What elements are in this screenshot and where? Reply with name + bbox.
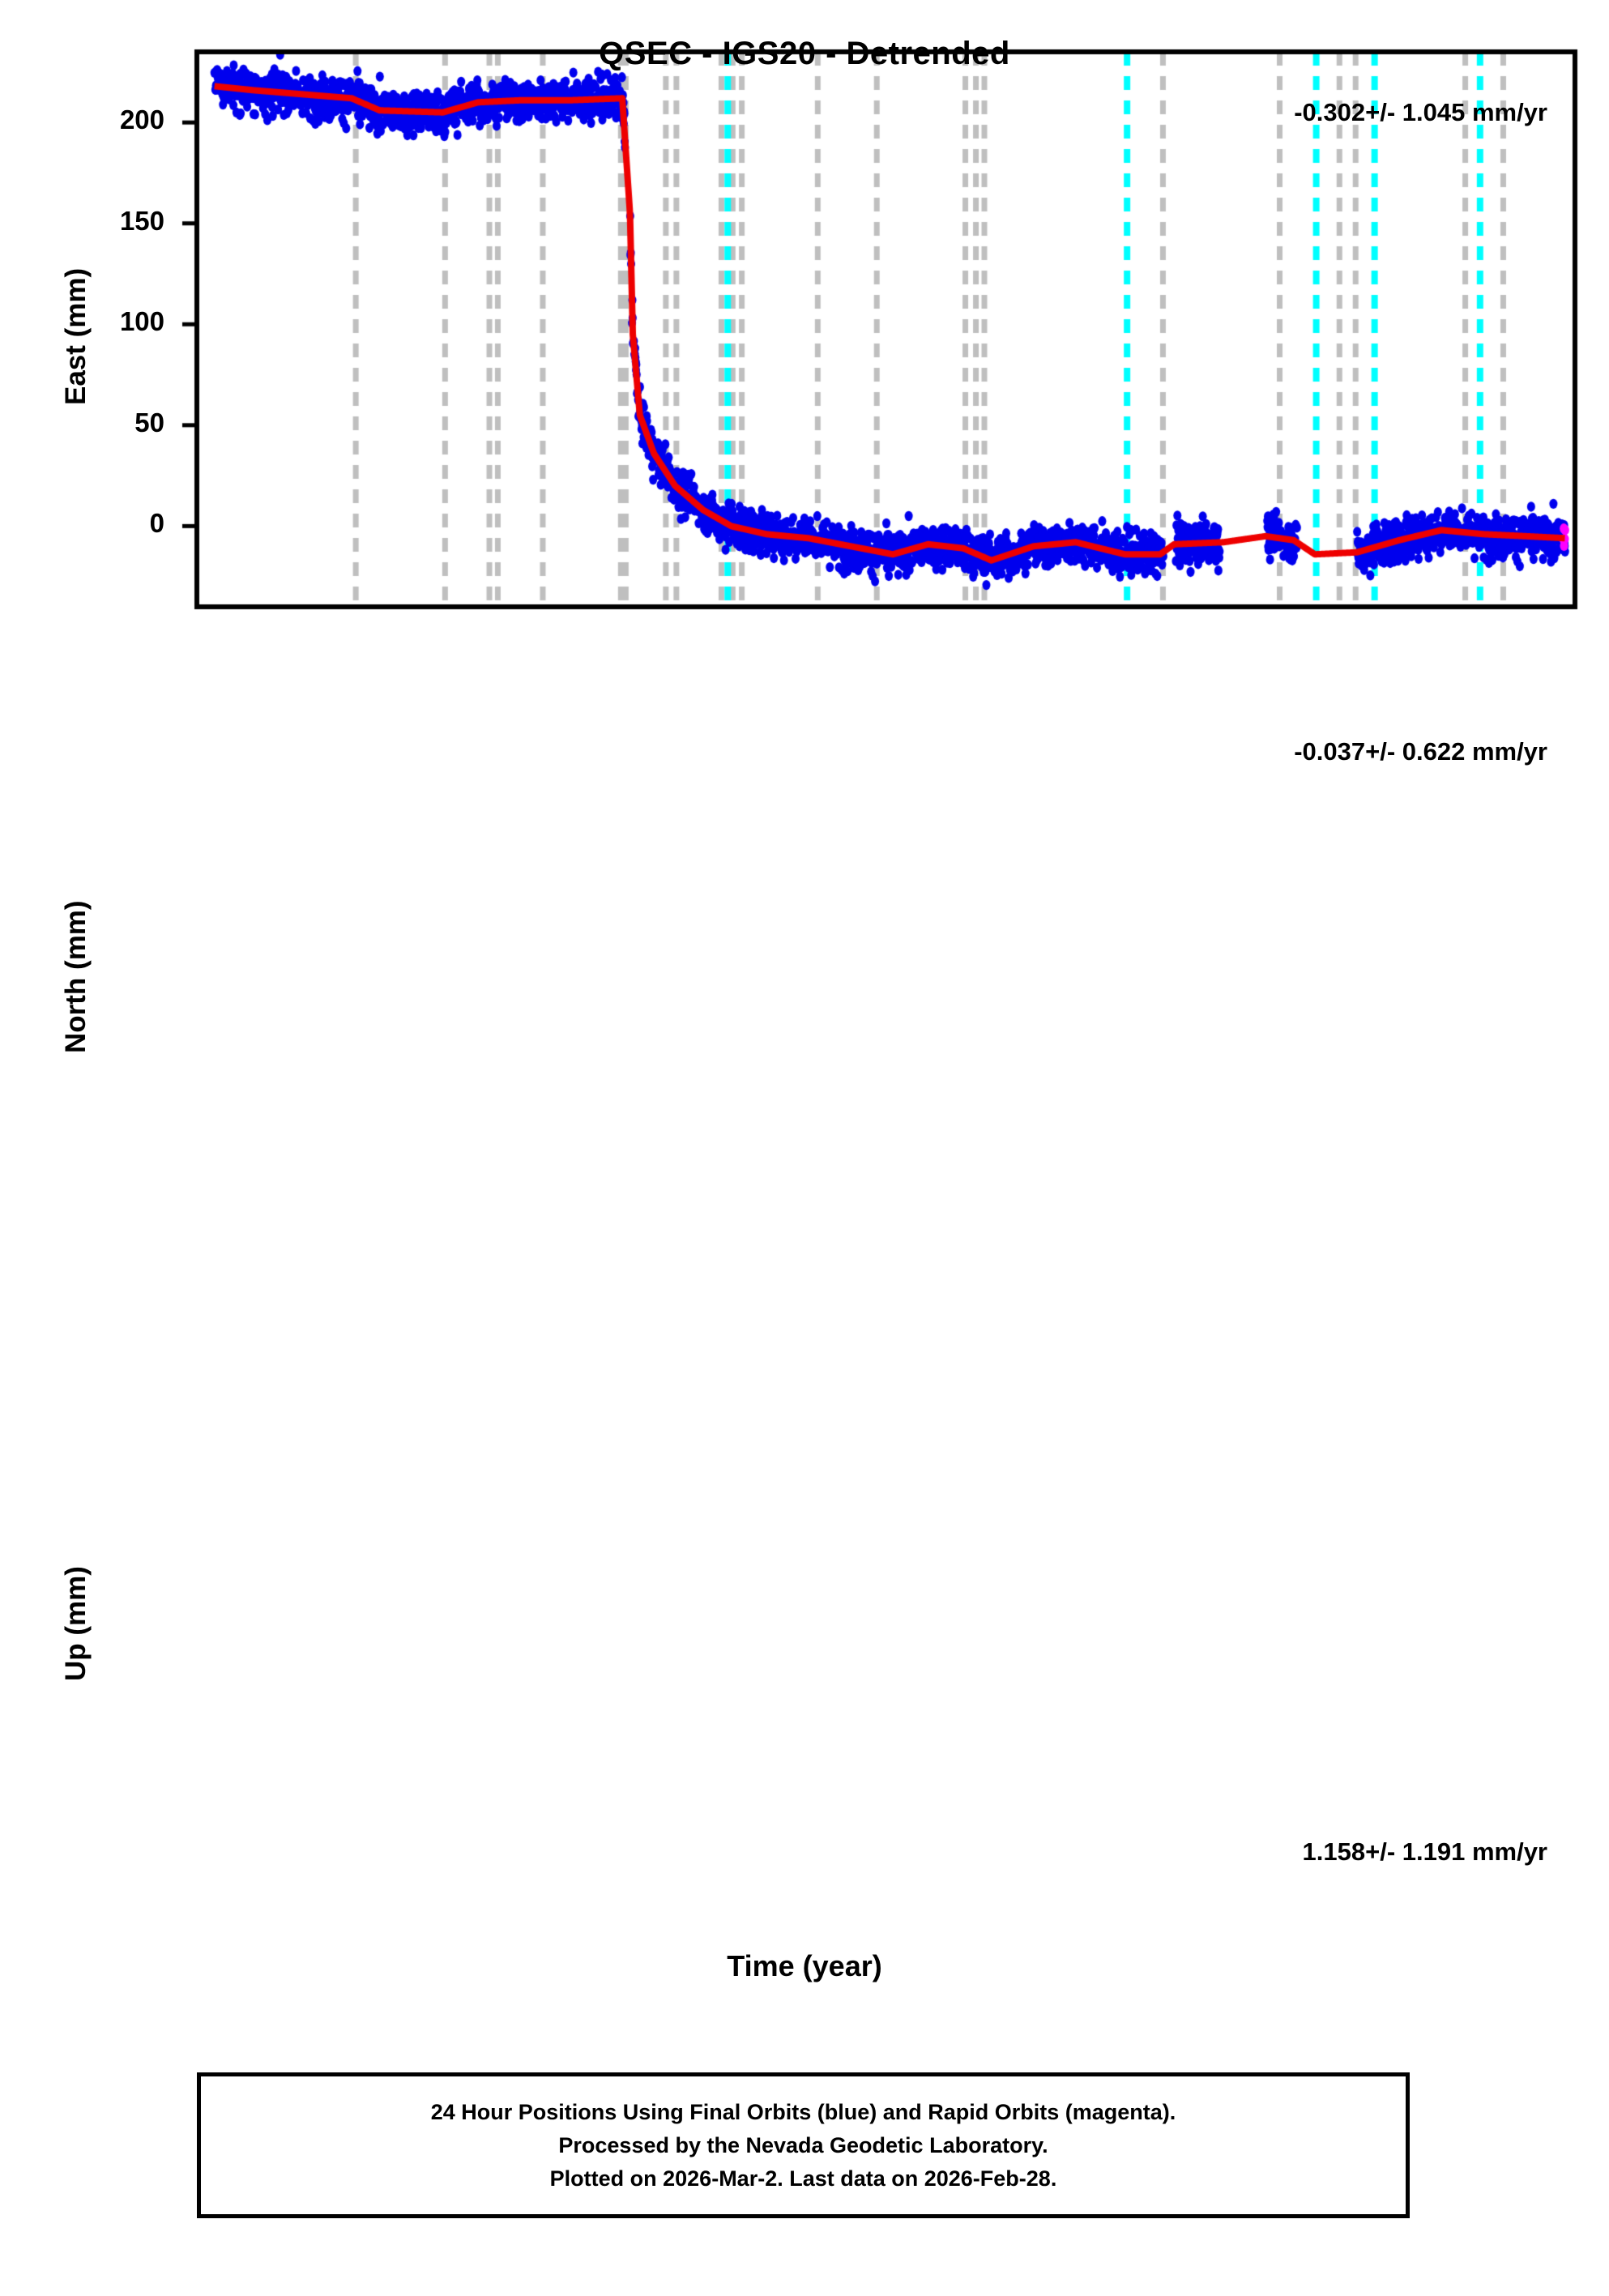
rate-annotation-east: -0.302+/- 1.045 mm/yr bbox=[1294, 98, 1547, 126]
caption-line-3: Plotted on 2026-Mar-2. Last data on 2026… bbox=[549, 2166, 1057, 2191]
page-title: QSEC - IGS20 - Detrended bbox=[599, 36, 1010, 71]
y-axis-label-up: Up (mm) bbox=[60, 1566, 92, 1681]
x-axis-label: Time (year) bbox=[727, 1949, 882, 1982]
y-tick-east-0: 0 bbox=[149, 508, 164, 539]
y-axis-label-north: North (mm) bbox=[60, 900, 92, 1053]
y-tick-east-1: 50 bbox=[134, 407, 164, 437]
caption-line-2: Processed by the Nevada Geodetic Laborat… bbox=[558, 2132, 1048, 2157]
caption-line-1: 24 Hour Positions Using Final Orbits (bl… bbox=[430, 2099, 1176, 2124]
y-tick-east-2: 100 bbox=[119, 306, 164, 337]
y-tick-east-3: 150 bbox=[119, 205, 164, 236]
caption-box: 24 Hour Positions Using Final Orbits (bl… bbox=[197, 2072, 1410, 2218]
rate-annotation-up: 1.158+/- 1.191 mm/yr bbox=[1302, 1837, 1547, 1866]
rate-annotation-north: -0.037+/- 0.622 mm/yr bbox=[1294, 737, 1547, 766]
y-tick-east-4: 200 bbox=[119, 105, 164, 135]
